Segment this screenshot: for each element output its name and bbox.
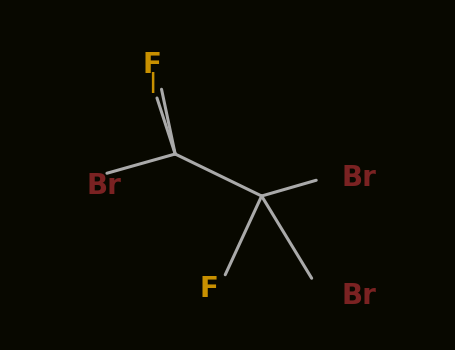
Text: |: | [148,72,157,93]
Text: Br: Br [341,282,376,310]
Text: F: F [200,275,219,303]
Text: F: F [143,51,162,79]
Text: Br: Br [86,172,121,200]
Text: Br: Br [341,164,376,193]
